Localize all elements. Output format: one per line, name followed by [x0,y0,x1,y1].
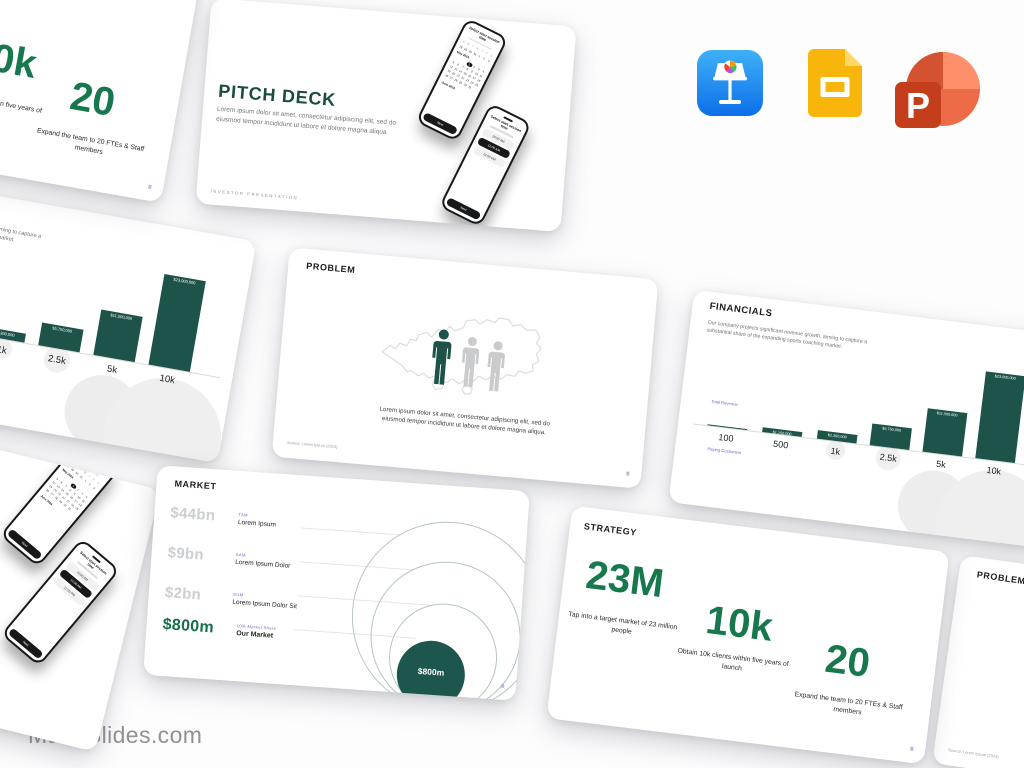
connector-line [301,527,402,536]
phone-next-button: Next [445,197,482,221]
slide-card-problem: PROBLEM Lorem ipsum dolor sit amet, cons… [271,247,659,489]
cover-eyebrow: INVESTOR PRESENTATION [210,188,299,201]
bar-value-label: $23,000,000 [173,276,196,286]
market-tag: SOM [232,591,244,598]
source-note: Source: Lorem Ipsum (2024) [947,747,999,760]
bar-value-label: $2,300,000 [0,329,15,338]
strategy-slide: STRATEGY 23M Tap into a target market of… [546,506,949,765]
slide-card-financials-partial: FINANCIALS Our company projects signific… [0,171,257,464]
person-icon [484,340,508,393]
slide-card-strategy: STRATEGY 23M Tap into a target market of… [546,505,950,765]
slide-body: Lorem ipsum dolor sit amet, consectetur … [379,405,551,437]
person-icon [428,328,455,386]
slide-number-mark [910,746,914,751]
stat-caption: Tap into a target market of 23 million p… [567,610,678,636]
market-label: Lorem Ipsum Dolor [234,558,291,570]
keynote-icon[interactable] [697,50,763,121]
person-icon [458,336,482,389]
revenue-bar [707,424,748,431]
slide-title: STRATEGY [583,521,638,538]
financials-slide: FINANCIALS Our company projects signific… [0,172,256,464]
revenue-bar: $11,500,000 [922,408,968,457]
bar-value-label: $11,500,000 [110,312,133,321]
market-value: $9bn [167,544,205,564]
market-value: $44bn [169,504,216,525]
slide-card-cover: PITCH DECK Lorem ipsum dolor sit amet, c… [195,0,577,233]
revenue-bar: $5,750,000 [38,322,84,353]
powerpoint-icon[interactable]: P [893,48,981,141]
strategy-slide: 23M Tap into a target market of 23 milli… [0,0,211,203]
revenue-bar: $23,000,000 [148,273,206,372]
phone-next-button: Next [422,112,459,136]
stat-caption: Expand the team to 20 FTEs & Staff membe… [794,691,904,716]
revenue-bar: $23,000,000 [975,371,1024,463]
cover-body: Lorem ipsum dolor sit amet, consectetur … [215,105,397,136]
x-tick-label: 500 [772,439,789,452]
revenue-bar: $5,750,000 [869,423,912,451]
market-value: $800m [162,615,215,637]
revenue-bar: $11,500,000 [93,309,143,363]
market-label: Lorem Ipsum Dolor Sit [232,598,298,611]
stat-value: 20 [66,74,119,126]
slide-card-financials: FINANCIALS Our company projects signific… [668,289,1024,549]
revenue-bar-chart: Paying Customers 100 $1,150,000 500 $2,300,… [668,290,1024,549]
slide-number-mark [501,683,505,688]
bar-value-label: $2,300,000 [827,432,848,440]
slide-card-strategy-partial: 23M Tap into a target market of 23 milli… [0,0,212,203]
problem-slide: PROBLEM Lorem ipsum dolor sit amet, cons… [272,247,659,488]
market-tag: TAM [238,512,249,518]
stat-value: 20 [822,636,873,686]
bar-value-label: $5,750,000 [51,325,73,334]
revenue-bar-chart: Paying Customers 100$1,150,000500$2,300,… [0,172,256,464]
market-label: Our Market [235,630,274,640]
stat-caption: Expand the team to 20 FTEs & Staff membe… [36,127,145,156]
cover-slide: PITCH DECK Lorem ipsum dolor sit amet, c… [195,0,576,232]
stat-value: 10k [703,597,776,650]
market-tag: SAM [235,551,246,558]
bar-value-label: $23,000,000 [994,373,1017,381]
bar-value-label: $1,150,000 [772,429,792,437]
google-slides-icon[interactable] [808,49,862,122]
slide-title: PROBLEM [976,569,1024,587]
slide-card-market: MARKET $44bn TAM Lorem Ipsum $9bn SAM Lo… [143,465,530,701]
market-label: Lorem Ipsum [237,518,277,529]
x-tick-label: 100 [717,432,735,445]
market-value: $2bn [164,584,202,604]
source-note: Source: Lorem Ipsum (2024) [286,439,338,450]
svg-text:P: P [906,85,930,126]
financials-slide: FINANCIALS Our company projects signific… [668,290,1024,549]
slide-title: MARKET [174,478,217,492]
slide-title: PROBLEM [305,260,356,276]
phone-next-button: Next [7,627,44,660]
phone-mockup-time: Select start session time 10:00 AM 11:00 … [0,537,121,667]
slide-card-problem-partial: PROBLEM Source: Lorem Ipsum (2024) [932,555,1024,768]
x-axis-label: Paying Customers [707,446,742,456]
phone-next-button: Next [6,528,43,561]
bar-value-label: $11,500,000 [936,410,958,418]
problem-slide: PROBLEM Source: Lorem Ipsum (2024) [932,555,1024,768]
market-slide: MARKET $44bn TAM Lorem Ipsum $9bn SAM Lo… [143,465,530,701]
bar-value-label: $5,750,000 [881,425,902,433]
revenue-bar: $1,150,000 [762,427,803,437]
stat-caption: Obtain 10k clients within five years of … [677,647,790,672]
stat-value: 23M [583,552,667,607]
slide-number-mark [148,184,152,190]
slide-number-mark [626,471,630,476]
